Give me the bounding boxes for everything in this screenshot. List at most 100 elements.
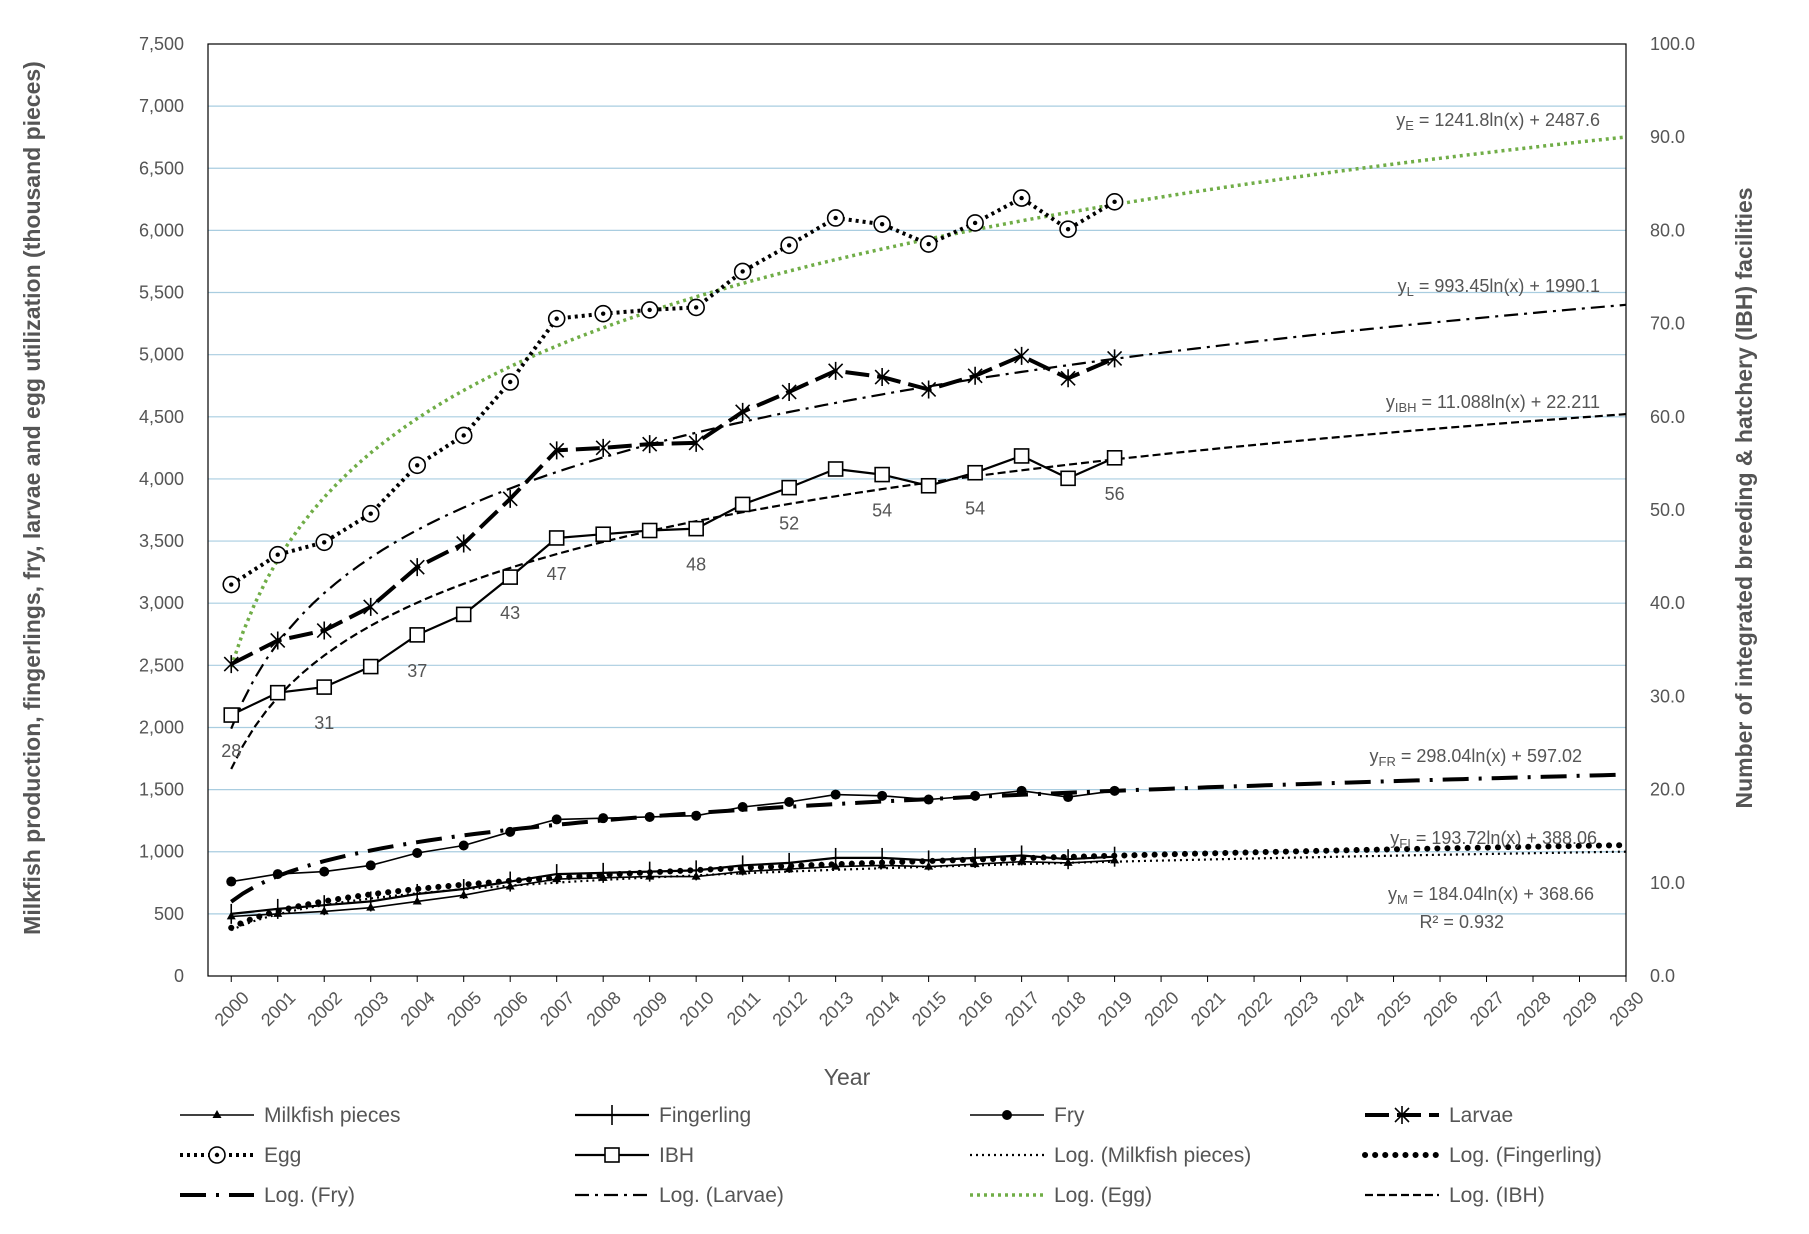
- right-axis-title: Number of integrated breeding & hatchery…: [1731, 187, 1757, 808]
- fry-marker: [784, 797, 795, 808]
- legend-item: Log. (Fry): [180, 1184, 355, 1207]
- ibh-marker: [967, 464, 983, 481]
- fry-marker: [458, 840, 469, 851]
- egg-marker-dot: [214, 1152, 220, 1158]
- legend-item: Log. (Larvae): [575, 1184, 784, 1207]
- series-line: [231, 859, 1115, 918]
- fry-marker: [923, 794, 934, 805]
- right-tick-label: 20.0: [1650, 780, 1685, 800]
- legend-label: Milkfish pieces: [264, 1104, 401, 1127]
- trendline-equation: yFI = 193.72ln(x) + 388.06: [1390, 828, 1597, 851]
- legend-label: Log. (Fry): [264, 1184, 355, 1207]
- ibh-marker: [409, 627, 426, 643]
- egg-marker-dot: [926, 241, 931, 247]
- legend-label: Larvae: [1449, 1104, 1513, 1127]
- fry-marker: [272, 869, 283, 880]
- ibh-marker: [316, 679, 333, 695]
- right-tick-label: 100.0: [1650, 34, 1695, 54]
- egg-marker-dot: [507, 379, 513, 385]
- larvae-marker: [549, 441, 565, 460]
- fry-marker: [737, 801, 748, 812]
- ibh-data-label: 31: [314, 713, 334, 733]
- larvae-marker: [502, 489, 518, 508]
- egg-marker-dot: [461, 433, 466, 438]
- ibh-marker: [548, 530, 565, 546]
- right-tick-label: 0.0: [1650, 966, 1675, 986]
- left-tick-label: 0: [174, 966, 184, 986]
- right-tick-label: 50.0: [1650, 500, 1685, 520]
- series-line: [231, 790, 1115, 883]
- ibh-marker: [827, 461, 844, 477]
- legend-item: Log. (IBH): [1365, 1184, 1545, 1207]
- egg-marker-dot: [229, 582, 234, 587]
- egg-marker-dot: [879, 221, 885, 227]
- larvae-marker: [1014, 346, 1030, 365]
- plot-area-border: [207, 43, 1627, 977]
- larvae-marker: [735, 402, 751, 421]
- series-line: [230, 353, 1116, 666]
- right-tick-label: 70.0: [1650, 314, 1685, 334]
- legend-item: Fingerling: [575, 1104, 751, 1127]
- ibh-data-label: 47: [547, 564, 567, 584]
- trendline-equation: yE = 1241.8ln(x) + 2487.6: [1396, 110, 1600, 133]
- egg-marker-dot: [1112, 199, 1117, 205]
- legend-label: Log. (IBH): [1449, 1184, 1545, 1207]
- legend-label: Fingerling: [659, 1104, 751, 1127]
- egg-marker-dot: [415, 463, 420, 468]
- fry-marker: [830, 789, 841, 800]
- legend-item: Log. (Egg): [970, 1184, 1152, 1207]
- ibh-marker: [362, 658, 379, 675]
- trendline: [230, 303, 1627, 730]
- fry-marker: [877, 790, 888, 801]
- larvae-marker: [363, 597, 379, 616]
- fry-marker: [226, 876, 237, 887]
- ibh-marker: [920, 477, 937, 494]
- legend-label: Log. (Egg): [1054, 1184, 1152, 1207]
- egg-marker-dot: [786, 243, 792, 248]
- fry-marker: [691, 810, 702, 821]
- legend-item: Egg: [180, 1144, 301, 1167]
- ibh-marker: [688, 520, 704, 537]
- larvae-marker: [270, 631, 286, 650]
- right-axis-ticks: 0.0 10.0 20.0 30.0 40.0 50.0 60.0 70.0 80.0 90.0 1…: [1650, 34, 1695, 986]
- ibh-data-label: 56: [1105, 484, 1125, 504]
- legend-item: Fry: [970, 1104, 1085, 1127]
- egg-marker-dot: [600, 311, 606, 316]
- legend-label: Fry: [1054, 1104, 1085, 1127]
- right-tick-label: 10.0: [1650, 873, 1685, 893]
- ibh-marker: [502, 569, 518, 585]
- egg-marker-dot: [322, 540, 327, 545]
- ibh-marker: [641, 522, 658, 539]
- left-tick-label: 1,000: [139, 842, 184, 862]
- right-tick-label: 90.0: [1650, 127, 1685, 147]
- fry-marker: [1109, 785, 1120, 796]
- larvae-marker: [781, 382, 797, 401]
- milkfish-marker: [212, 1110, 222, 1118]
- fry-marker: [551, 814, 562, 825]
- trendline-equation: yL = 993.45ln(x) + 1990.1: [1398, 276, 1600, 299]
- legend-item: Log. (Milkfish pieces): [970, 1144, 1251, 1167]
- left-tick-label: 7,000: [139, 96, 184, 116]
- trendline-equation: yM = 184.04ln(x) + 368.66: [1388, 884, 1594, 907]
- series-markers: [222, 189, 1124, 924]
- trendline-equation: yFR = 298.04ln(x) + 597.02: [1370, 746, 1582, 769]
- left-tick-label: 7,500: [139, 34, 184, 54]
- egg-marker-dot: [740, 269, 745, 274]
- ibh-marker: [223, 707, 240, 723]
- left-axis-title: Milkfish production, fingerlings, fry, l…: [19, 61, 45, 935]
- ibh-marker: [269, 684, 286, 701]
- ibh-data-label: 48: [686, 555, 706, 575]
- fry-marker: [412, 847, 423, 858]
- fry-marker: [365, 860, 376, 871]
- larvae-marker: [921, 380, 937, 399]
- larvae-marker: [1060, 369, 1076, 388]
- larvae-marker: [1394, 1106, 1410, 1124]
- left-tick-label: 5,500: [139, 283, 184, 303]
- ibh-data-label: 54: [872, 501, 892, 521]
- trendline-equations: yE = 1241.8ln(x) + 2487.6 yL = 993.45ln(x…: [1370, 110, 1600, 932]
- larvae-marker: [316, 621, 332, 640]
- egg-marker-dot: [833, 215, 838, 221]
- legend-item: Milkfish pieces: [180, 1104, 401, 1127]
